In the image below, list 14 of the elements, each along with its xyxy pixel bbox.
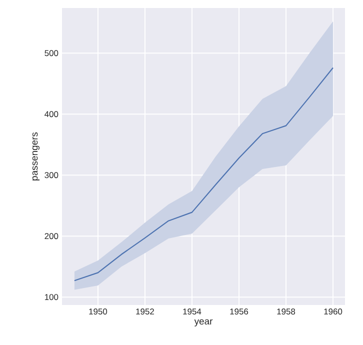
y-tick-label: 200: [44, 233, 58, 240]
x-tick-label: 1954: [183, 308, 202, 315]
x-tick-label: 1958: [277, 308, 296, 315]
y-tick-label: 300: [44, 172, 58, 178]
x-axis-title: year: [194, 319, 213, 326]
x-tick-label: 1950: [89, 308, 108, 315]
x-tick-label: 1952: [136, 308, 154, 315]
y-axis-title: passengers: [32, 132, 40, 180]
x-tick-label: 1956: [230, 308, 248, 315]
y-tick-label: 100: [44, 294, 58, 300]
y-tick-label: 500: [44, 50, 58, 56]
y-tick-label: 400: [44, 111, 58, 118]
x-tick-label: 1960: [324, 308, 342, 315]
line-series: [74, 67, 334, 282]
